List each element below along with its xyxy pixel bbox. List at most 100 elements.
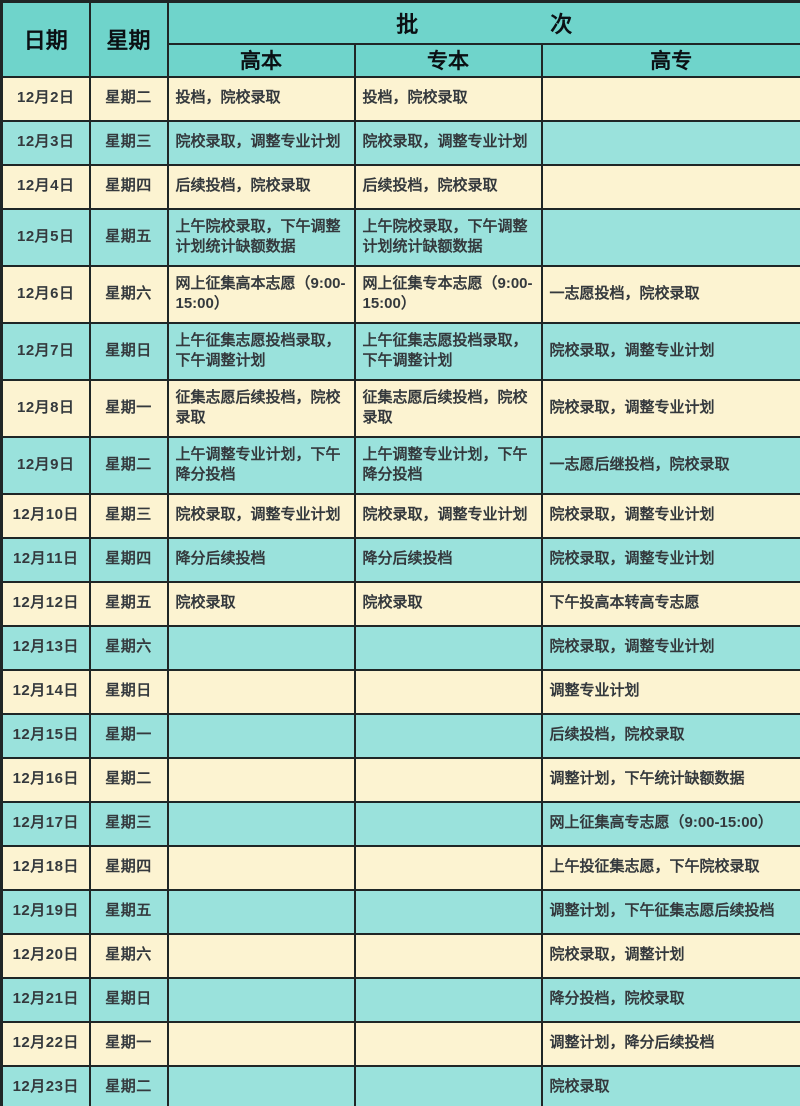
week-cell: 星期三: [88, 119, 169, 166]
gaozhuan-cell: [540, 207, 800, 267]
table-row: 12月9日 星期二 上午调整专业计划，下午降分投档 上午调整专业计划，下午降分投…: [0, 435, 800, 495]
table-row: 12月6日 星期六 网上征集高本志愿（9:00-15:00） 网上征集专本志愿（…: [0, 264, 800, 324]
table-row: 12月22日 星期一 调整计划，降分后续投档: [0, 1020, 800, 1067]
gaozhuan-cell: [540, 75, 800, 122]
date-cell: 12月17日: [0, 800, 91, 847]
gaozhuan-cell: 一志愿投档，院校录取: [540, 264, 800, 324]
gaozhuan-cell: 调整计划，下午统计缺额数据: [540, 756, 800, 803]
zhuanben-cell: 征集志愿后续投档，院校录取: [353, 378, 543, 438]
table-row: 12月19日 星期五 调整计划，下午征集志愿后续投档: [0, 888, 800, 935]
week-cell: 星期六: [88, 264, 169, 324]
table-row: 12月10日 星期三 院校录取，调整专业计划 院校录取，调整专业计划 院校录取，…: [0, 492, 800, 539]
date-cell: 12月14日: [0, 668, 91, 715]
week-cell: 星期一: [88, 712, 169, 759]
table-body: 12月2日 星期二 投档，院校录取 投档，院校录取 12月3日 星期三 院校录取…: [0, 75, 800, 1106]
gaoben-cell: 院校录取，调整专业计划: [166, 492, 356, 539]
zhuanben-cell: 降分后续投档: [353, 536, 543, 583]
table-row: 12月3日 星期三 院校录取，调整专业计划 院校录取，调整专业计划: [0, 119, 800, 166]
zhuanben-cell: [353, 888, 543, 935]
gaozhuan-cell: 后续投档，院校录取: [540, 712, 800, 759]
gaozhuan-cell: 院校录取，调整专业计划: [540, 624, 800, 671]
gaozhuan-cell: 网上征集高专志愿（9:00-15:00）: [540, 800, 800, 847]
gaoben-cell: [166, 712, 356, 759]
zhuanben-cell: [353, 1064, 543, 1106]
gaoben-cell: [166, 800, 356, 847]
gaoben-cell: 上午征集志愿投档录取，下午调整计划: [166, 321, 356, 381]
table-row: 12月17日 星期三 网上征集高专志愿（9:00-15:00）: [0, 800, 800, 847]
date-cell: 12月8日: [0, 378, 91, 438]
zhuanben-cell: [353, 844, 543, 891]
gaoben-cell: 投档，院校录取: [166, 75, 356, 122]
zhuanben-cell: [353, 932, 543, 979]
week-cell: 星期五: [88, 888, 169, 935]
gaoben-cell: 上午院校录取，下午调整计划统计缺额数据: [166, 207, 356, 267]
gaoben-cell: [166, 1064, 356, 1106]
gaoben-cell: [166, 756, 356, 803]
table-row: 12月2日 星期二 投档，院校录取 投档，院校录取: [0, 75, 800, 122]
table-row: 12月13日 星期六 院校录取，调整专业计划: [0, 624, 800, 671]
gaoben-cell: 院校录取，调整专业计划: [166, 119, 356, 166]
zhuanben-cell: [353, 800, 543, 847]
zhuanben-cell: 投档，院校录取: [353, 75, 543, 122]
table-row: 12月14日 星期日 调整专业计划: [0, 668, 800, 715]
table-row: 12月7日 星期日 上午征集志愿投档录取，下午调整计划 上午征集志愿投档录取，下…: [0, 321, 800, 381]
gaoben-cell: [166, 976, 356, 1023]
gaoben-cell: [166, 844, 356, 891]
date-cell: 12月12日: [0, 580, 91, 627]
week-cell: 星期日: [88, 668, 169, 715]
table-row: 12月11日 星期四 降分后续投档 降分后续投档 院校录取，调整专业计划: [0, 536, 800, 583]
header-batch: 批 次: [166, 0, 800, 45]
week-cell: 星期六: [88, 932, 169, 979]
gaoben-cell: 上午调整专业计划，下午降分投档: [166, 435, 356, 495]
week-cell: 星期日: [88, 321, 169, 381]
table-row: 12月20日 星期六 院校录取，调整计划: [0, 932, 800, 979]
gaoben-cell: [166, 668, 356, 715]
zhuanben-cell: 后续投档，院校录取: [353, 163, 543, 210]
table-row: 12月8日 星期一 征集志愿后续投档，院校录取 征集志愿后续投档，院校录取 院校…: [0, 378, 800, 438]
gaozhuan-cell: 上午投征集志愿，下午院校录取: [540, 844, 800, 891]
gaozhuan-cell: [540, 163, 800, 210]
gaozhuan-cell: 调整专业计划: [540, 668, 800, 715]
gaozhuan-cell: 院校录取，调整专业计划: [540, 378, 800, 438]
table-row: 12月12日 星期五 院校录取 院校录取 下午投高本转高专志愿: [0, 580, 800, 627]
gaozhuan-cell: 院校录取，调整专业计划: [540, 321, 800, 381]
header-gaozhuan: 高专: [540, 42, 800, 78]
header-date: 日期: [0, 0, 91, 78]
zhuanben-cell: [353, 1020, 543, 1067]
date-cell: 12月3日: [0, 119, 91, 166]
date-cell: 12月9日: [0, 435, 91, 495]
week-cell: 星期二: [88, 756, 169, 803]
date-cell: 12月6日: [0, 264, 91, 324]
table-row: 12月16日 星期二 调整计划，下午统计缺额数据: [0, 756, 800, 803]
table-header: 日期 星期 批 次 高本 专本 高专: [0, 0, 800, 78]
week-cell: 星期六: [88, 624, 169, 671]
header-gaoben: 高本: [166, 42, 356, 78]
gaoben-cell: 院校录取: [166, 580, 356, 627]
gaozhuan-cell: 下午投高本转高专志愿: [540, 580, 800, 627]
date-cell: 12月16日: [0, 756, 91, 803]
gaozhuan-cell: 院校录取，调整计划: [540, 932, 800, 979]
table-row: 12月15日 星期一 后续投档，院校录取: [0, 712, 800, 759]
week-cell: 星期四: [88, 844, 169, 891]
zhuanben-cell: [353, 624, 543, 671]
week-cell: 星期三: [88, 492, 169, 539]
week-cell: 星期二: [88, 75, 169, 122]
date-cell: 12月11日: [0, 536, 91, 583]
gaoben-cell: [166, 888, 356, 935]
date-cell: 12月15日: [0, 712, 91, 759]
gaozhuan-cell: 院校录取，调整专业计划: [540, 536, 800, 583]
zhuanben-cell: 网上征集专本志愿（9:00-15:00）: [353, 264, 543, 324]
gaozhuan-cell: 降分投档，院校录取: [540, 976, 800, 1023]
date-cell: 12月18日: [0, 844, 91, 891]
zhuanben-cell: [353, 712, 543, 759]
gaoben-cell: 征集志愿后续投档，院校录取: [166, 378, 356, 438]
week-cell: 星期五: [88, 207, 169, 267]
week-cell: 星期四: [88, 163, 169, 210]
gaoben-cell: [166, 624, 356, 671]
gaozhuan-cell: 调整计划，降分后续投档: [540, 1020, 800, 1067]
date-cell: 12月20日: [0, 932, 91, 979]
date-cell: 12月22日: [0, 1020, 91, 1067]
gaoben-cell: [166, 932, 356, 979]
date-cell: 12月5日: [0, 207, 91, 267]
